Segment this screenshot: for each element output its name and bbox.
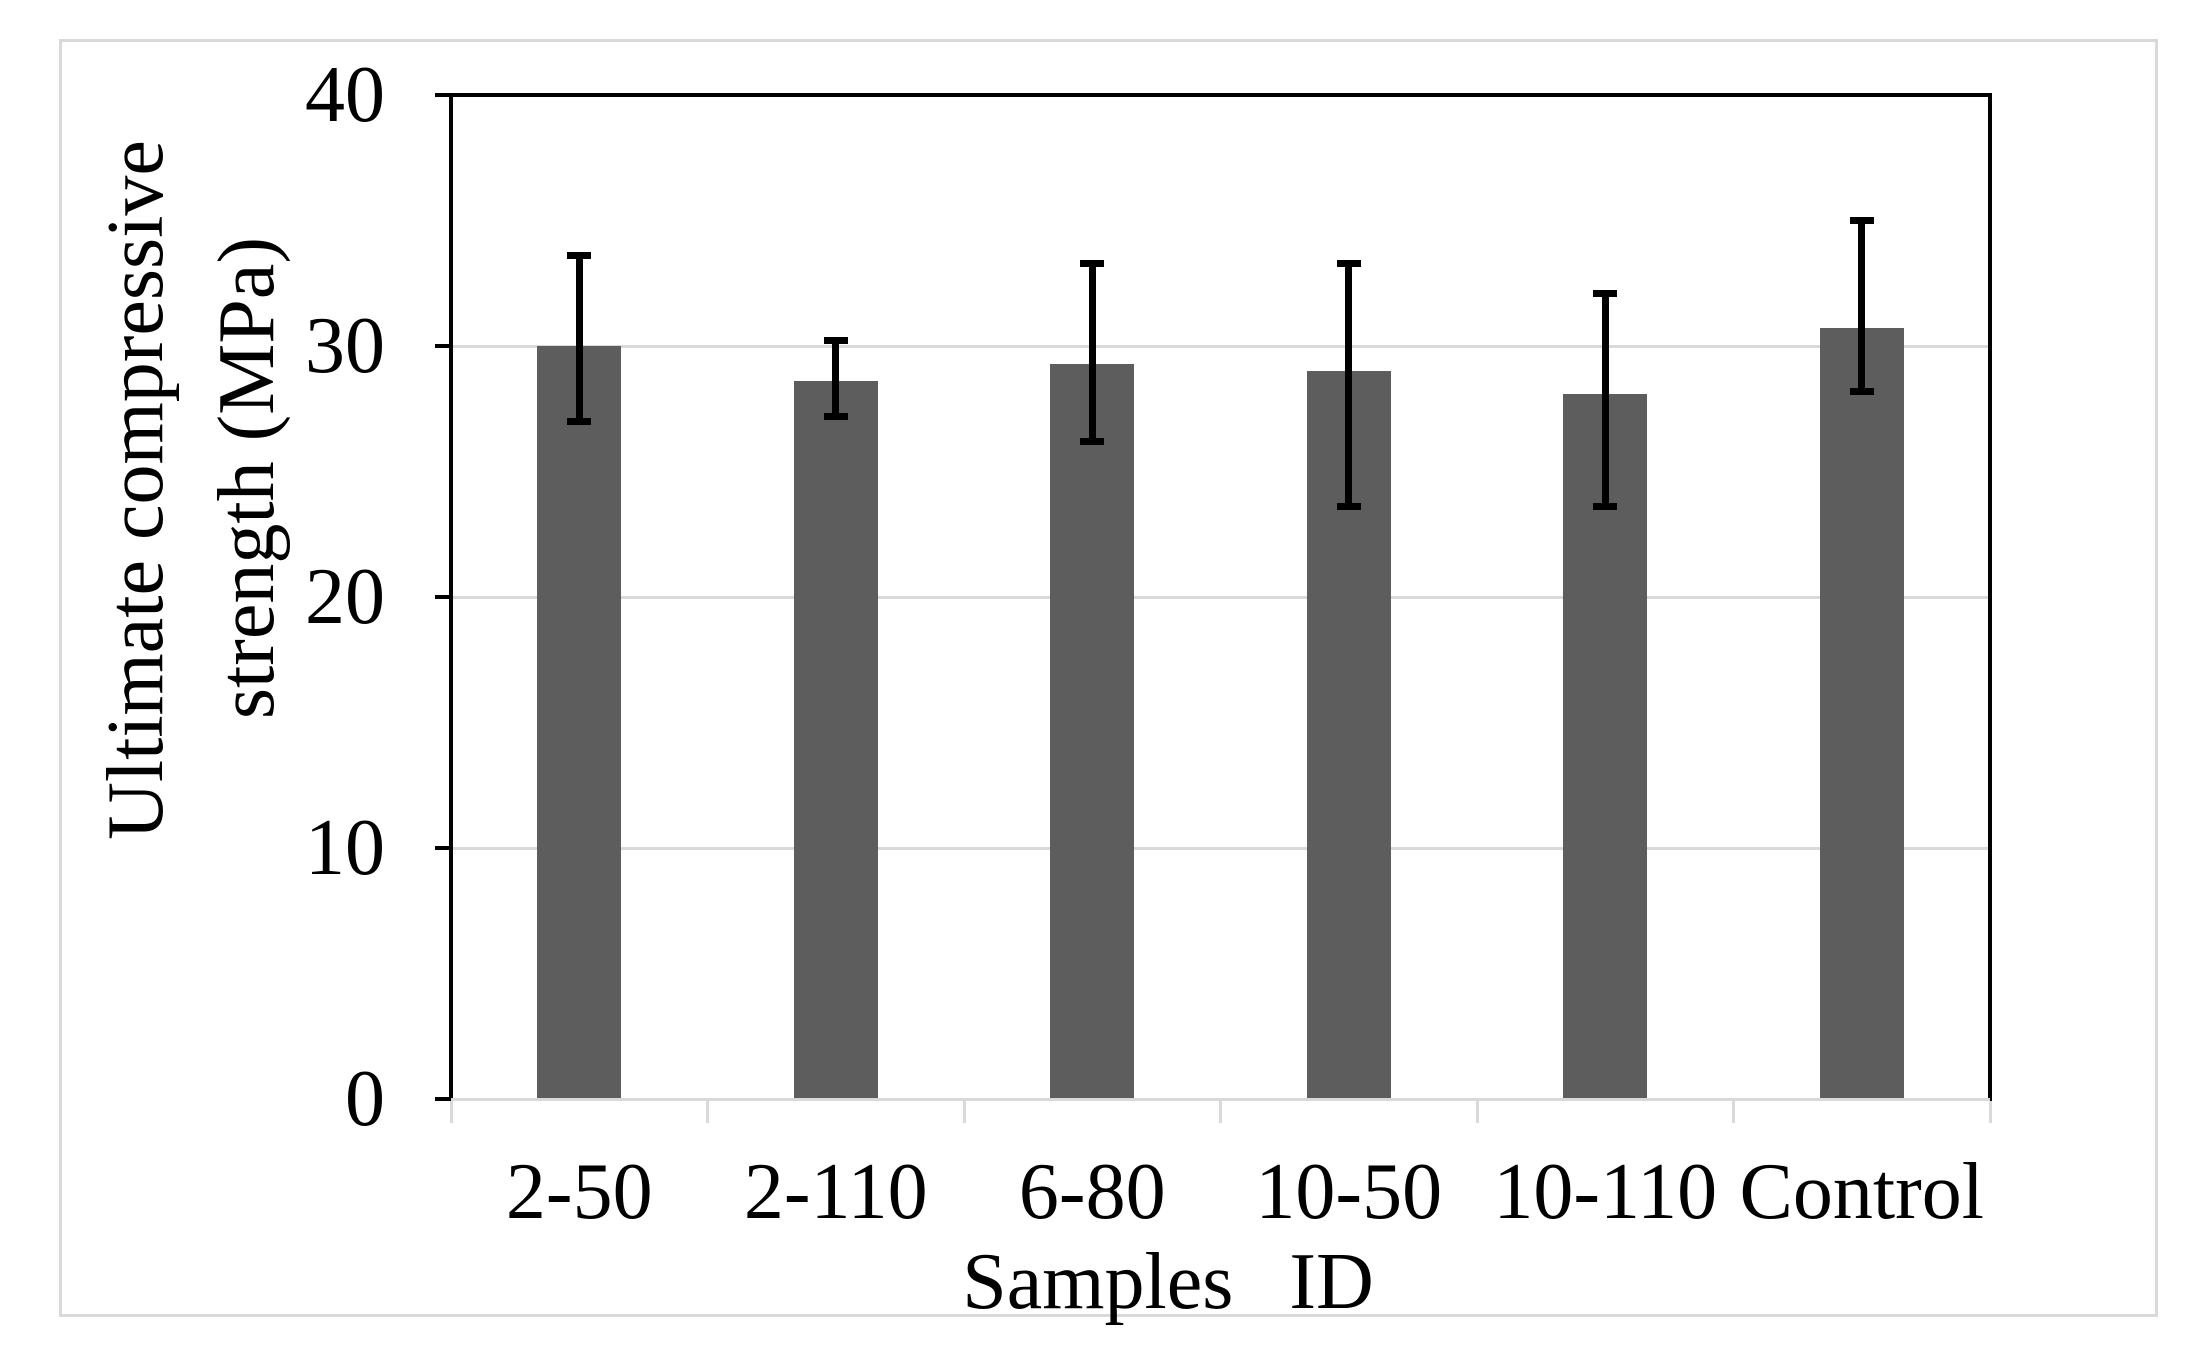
y-tick-label-0: 0 bbox=[345, 1055, 385, 1143]
bar-2-50 bbox=[537, 346, 622, 1099]
bar-6-80 bbox=[1050, 363, 1135, 1099]
x-tick-0 bbox=[449, 1101, 453, 1123]
x-tick-label-2-50: 2-50 bbox=[505, 1148, 653, 1236]
error-bar-line-6-80 bbox=[1088, 263, 1096, 442]
error-bar-line-Control bbox=[1858, 220, 1866, 392]
error-bar-cap-top-2-50 bbox=[567, 252, 592, 260]
x-tick-label-10-110: 10-110 bbox=[1493, 1148, 1718, 1236]
y-tick-40 bbox=[435, 93, 451, 97]
error-bar-cap-top-6-80 bbox=[1080, 259, 1105, 267]
y-tick-label-30: 30 bbox=[305, 302, 385, 390]
bar-10-110 bbox=[1563, 393, 1648, 1099]
x-tick-6 bbox=[1988, 1101, 1992, 1123]
error-bar-cap-top-Control bbox=[1849, 217, 1874, 224]
y-tick-10 bbox=[435, 846, 451, 850]
y-tick-label-20: 20 bbox=[305, 553, 385, 641]
y-axis-title-line1: Ultimate compressive bbox=[92, 140, 180, 840]
y-tick-20 bbox=[435, 595, 451, 599]
y-tick-label-40: 40 bbox=[305, 51, 385, 139]
x-axis-title: Samples ID bbox=[962, 1238, 1374, 1326]
gridline-10 bbox=[453, 847, 1988, 850]
gridline-30 bbox=[453, 345, 1988, 348]
error-bar-line-2-50 bbox=[575, 255, 583, 422]
plot-top-border bbox=[449, 93, 1992, 97]
x-tick-4 bbox=[1475, 1101, 1479, 1123]
error-bar-cap-bottom-10-110 bbox=[1593, 503, 1618, 511]
error-bar-cap-top-10-50 bbox=[1336, 259, 1361, 267]
plot-right-border bbox=[1988, 95, 1992, 1101]
y-axis-line bbox=[449, 95, 453, 1101]
bar-2-110 bbox=[793, 381, 878, 1099]
y-tick-30 bbox=[435, 344, 451, 348]
y-tick-0 bbox=[435, 1097, 451, 1101]
error-bar-line-10-110 bbox=[1601, 293, 1609, 507]
error-bar-line-2-110 bbox=[832, 340, 840, 417]
x-tick-label-2-110: 2-110 bbox=[743, 1148, 928, 1236]
error-bar-cap-bottom-6-80 bbox=[1080, 437, 1105, 445]
error-bar-cap-bottom-2-50 bbox=[567, 417, 592, 425]
y-axis-title-line2: strength (MPa) bbox=[203, 236, 291, 720]
error-bar-cap-bottom-Control bbox=[1849, 387, 1874, 395]
x-tick-label-6-80: 6-80 bbox=[1018, 1148, 1166, 1236]
error-bar-cap-top-2-110 bbox=[823, 337, 848, 345]
error-bar-line-10-50 bbox=[1345, 263, 1353, 507]
x-tick-2 bbox=[962, 1101, 966, 1123]
error-bar-cap-bottom-2-110 bbox=[823, 412, 848, 420]
gridline-20 bbox=[453, 596, 1988, 599]
x-tick-label-10-50: 10-50 bbox=[1255, 1148, 1443, 1236]
x-tick-1 bbox=[706, 1101, 709, 1123]
x-tick-label-Control: Control bbox=[1739, 1148, 1984, 1236]
x-axis-line bbox=[451, 1098, 1990, 1101]
x-tick-5 bbox=[1732, 1101, 1735, 1123]
y-tick-label-10: 10 bbox=[305, 804, 385, 892]
error-bar-cap-top-10-110 bbox=[1593, 289, 1618, 297]
bar-Control bbox=[1819, 328, 1904, 1099]
error-bar-cap-bottom-10-50 bbox=[1336, 503, 1361, 511]
x-tick-3 bbox=[1219, 1101, 1222, 1123]
